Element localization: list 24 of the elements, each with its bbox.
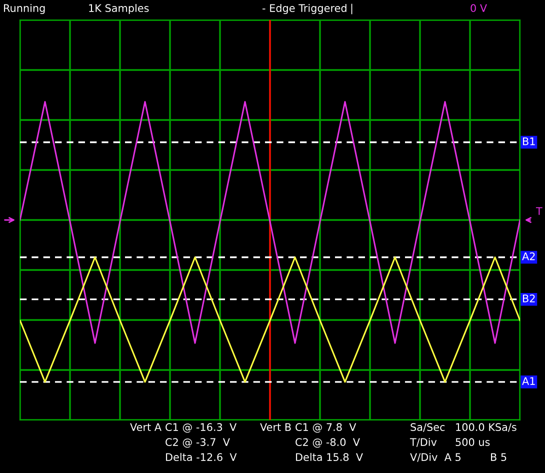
text: Running xyxy=(4,4,45,14)
text: 1K Samples xyxy=(89,4,149,14)
text: 0 V xyxy=(470,4,487,12)
text: Sa/Sec xyxy=(410,423,445,432)
text: T xyxy=(536,207,542,215)
text: Vert B xyxy=(260,423,291,432)
text: Vert A xyxy=(130,423,162,432)
text: C2 @ -3.7 V xyxy=(166,438,230,448)
text: - Edge Triggered xyxy=(262,4,346,14)
text: 500 us xyxy=(456,438,490,446)
text: B 5 xyxy=(491,453,506,462)
text: C1 @ 7.8 V xyxy=(296,423,356,433)
ref-line-label: B2 xyxy=(523,294,535,302)
text: T/Div xyxy=(410,438,437,447)
ref-line-label: A1 xyxy=(522,377,535,385)
text: V/Div A 5 xyxy=(410,452,460,462)
text: C1 @ -16.3 V xyxy=(166,423,237,433)
text: | xyxy=(351,4,352,14)
text: 100.0 KSa/s xyxy=(456,423,516,432)
text: Delta -12.6 V xyxy=(166,452,237,462)
ref-line-label: B1 xyxy=(523,138,535,146)
ref-line-label: A2 xyxy=(522,252,535,260)
text: Delta 15.8 V xyxy=(296,452,363,462)
text: C2 @ -8.0 V xyxy=(296,438,360,448)
